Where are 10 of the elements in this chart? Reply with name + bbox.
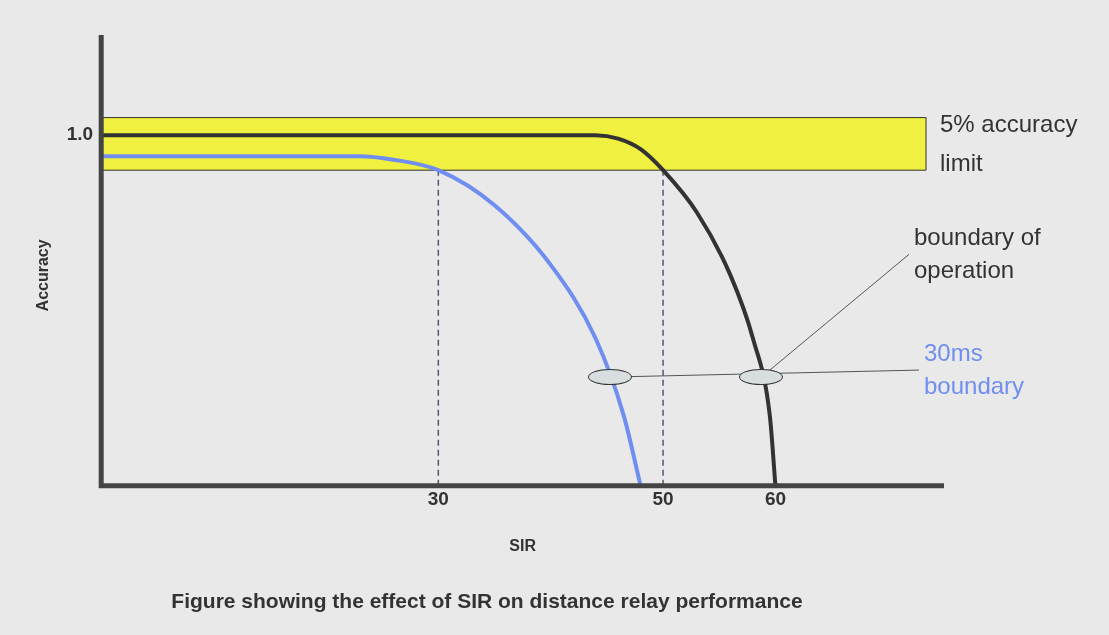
text: 1.0: [66, 123, 94, 145]
x-axis-title: SIR: [509, 536, 537, 554]
text: Figure showing the effect of SIR on distance relay performance: [171, 589, 803, 613]
x-tick-label: 60: [764, 488, 787, 510]
y-axis-title: Accuracy: [34, 239, 52, 312]
text: boundary of operation: [914, 222, 1042, 283]
x-tick-label: 30: [427, 488, 449, 510]
x-tick-label: 50: [652, 488, 674, 510]
band-label: 5% accuracy limit: [940, 110, 1078, 176]
text: 30ms boundary: [924, 338, 1025, 399]
